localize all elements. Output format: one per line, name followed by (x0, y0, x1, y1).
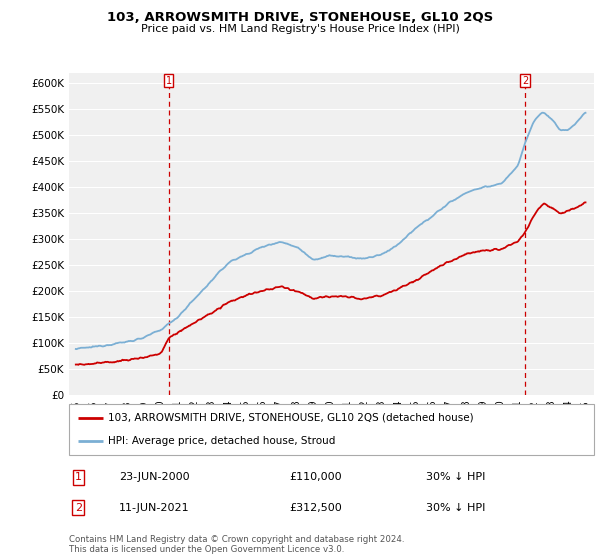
Text: 103, ARROWSMITH DRIVE, STONEHOUSE, GL10 2QS (detached house): 103, ARROWSMITH DRIVE, STONEHOUSE, GL10 … (109, 413, 474, 423)
Text: Contains HM Land Registry data © Crown copyright and database right 2024.
This d: Contains HM Land Registry data © Crown c… (69, 535, 404, 554)
FancyBboxPatch shape (69, 404, 594, 455)
Text: 103, ARROWSMITH DRIVE, STONEHOUSE, GL10 2QS: 103, ARROWSMITH DRIVE, STONEHOUSE, GL10 … (107, 11, 493, 24)
Text: £110,000: £110,000 (290, 472, 342, 482)
Text: 11-JUN-2021: 11-JUN-2021 (119, 503, 190, 512)
Text: Price paid vs. HM Land Registry's House Price Index (HPI): Price paid vs. HM Land Registry's House … (140, 24, 460, 34)
Text: 23-JUN-2000: 23-JUN-2000 (119, 472, 190, 482)
Text: 30% ↓ HPI: 30% ↓ HPI (426, 503, 485, 512)
Text: 1: 1 (166, 76, 172, 86)
Text: HPI: Average price, detached house, Stroud: HPI: Average price, detached house, Stro… (109, 436, 336, 446)
Text: 2: 2 (75, 503, 82, 512)
Text: 1: 1 (75, 472, 82, 482)
Text: 30% ↓ HPI: 30% ↓ HPI (426, 472, 485, 482)
Text: 2: 2 (522, 76, 528, 86)
Text: £312,500: £312,500 (290, 503, 342, 512)
